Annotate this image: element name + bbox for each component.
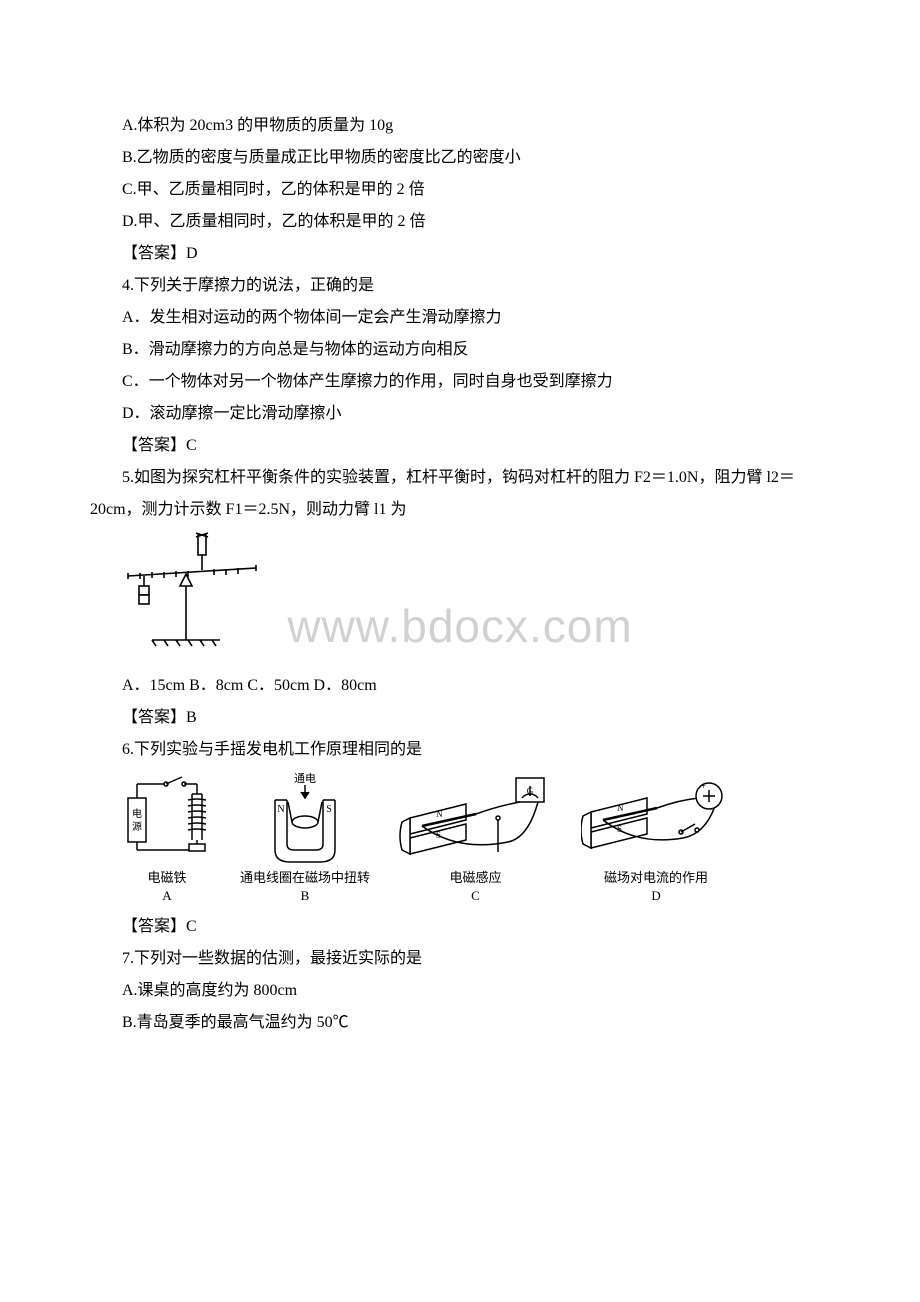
q6-b-caption: 通电线圈在磁场中扭转 <box>240 869 370 887</box>
q4-option-a: A．发生相对运动的两个物体间一定会产生滑动摩擦力 <box>90 302 830 334</box>
q4-option-c: C．一个物体对另一个物体产生摩擦力的作用，同时自身也受到摩擦力 <box>90 366 830 398</box>
q5-lever-diagram <box>122 532 830 664</box>
svg-text:S: S <box>326 804 332 815</box>
q3-option-a: A.体积为 20cm3 的甲物质的质量为 10g <box>90 110 830 142</box>
svg-text:电: 电 <box>132 807 142 820</box>
svg-text:N: N <box>617 803 624 813</box>
q6-answer: 【答案】C <box>90 911 830 943</box>
q4-option-b: B．滑动摩擦力的方向总是与物体的运动方向相反 <box>90 334 830 366</box>
svg-text:G: G <box>527 786 534 796</box>
q6-stem: 6.下列实验与手摇发电机工作原理相同的是 <box>90 734 830 766</box>
q6-d-letter: D <box>651 887 660 905</box>
q5-stem: 5.如图为探究杠杆平衡条件的实验装置，杠杆平衡时，钩码对杠杆的阻力 F2＝1.0… <box>90 462 830 526</box>
q6-b-letter: B <box>301 887 310 905</box>
q6-diagram-d: N S + 磁场对电流的作用 <box>581 772 731 905</box>
q6-diagram-row: 电 源 <box>122 772 830 905</box>
svg-text:+: + <box>701 781 706 791</box>
q6-d-caption: 磁场对电流的作用 <box>604 869 708 887</box>
q4-stem: 4.下列关于摩擦力的说法，正确的是 <box>90 270 830 302</box>
q5-answer: 【答案】B <box>90 702 830 734</box>
q6-diagram-c: G N S 电磁感应 C <box>398 772 553 905</box>
q7-option-a: A.课桌的高度约为 800cm <box>90 975 830 1007</box>
q3-answer: 【答案】D <box>90 238 830 270</box>
svg-text:源: 源 <box>132 820 142 833</box>
q7-stem: 7.下列对一些数据的估测，最接近实际的是 <box>90 943 830 975</box>
q6-diagram-a: 电 源 <box>122 772 212 905</box>
q6-b-top-label: 通电 <box>294 772 316 785</box>
q5-options: A．15cm B．8cm C．50cm D．80cm <box>90 670 830 702</box>
q3-option-c: C.甲、乙质量相同时，乙的体积是甲的 2 倍 <box>90 174 830 206</box>
q6-c-caption: 电磁感应 <box>450 869 502 887</box>
q3-option-b: B.乙物质的密度与质量成正比甲物质的密度比乙的密度小 <box>90 142 830 174</box>
q3-option-d: D.甲、乙质量相同时，乙的体积是甲的 2 倍 <box>90 206 830 238</box>
q6-c-letter: C <box>471 887 480 905</box>
q4-option-d: D．滚动摩擦一定比滑动摩擦小 <box>90 398 830 430</box>
q6-a-caption: 电磁铁 <box>147 869 186 887</box>
svg-text:N: N <box>436 809 443 819</box>
q6-a-letter: A <box>162 887 171 905</box>
svg-text:N: N <box>277 804 284 815</box>
q6-diagram-b: 通电 N S 通电线圈在磁场中 <box>240 772 370 905</box>
document-content: A.体积为 20cm3 的甲物质的质量为 10g B.乙物质的密度与质量成正比甲… <box>90 110 830 1039</box>
q4-answer: 【答案】C <box>90 430 830 462</box>
q7-option-b: B.青岛夏季的最高气温约为 50℃ <box>90 1007 830 1039</box>
